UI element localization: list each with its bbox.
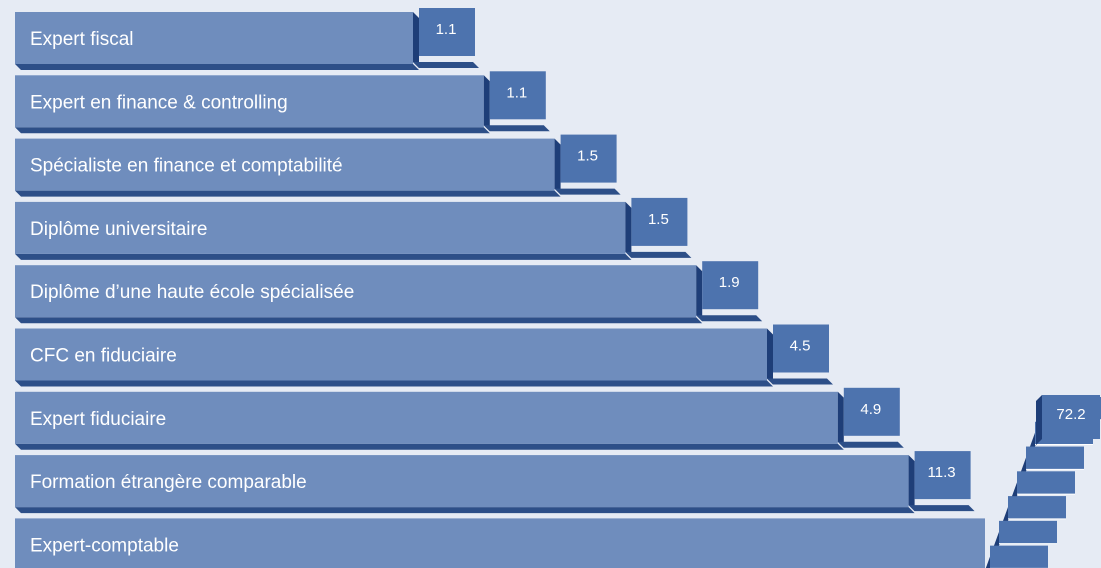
bar-bottom-face [15, 127, 490, 134]
bar-category-label: CFC en fiduciaire [30, 346, 177, 367]
value-box [489, 71, 546, 120]
value-box-bottom [413, 62, 479, 68]
value-box [560, 134, 617, 183]
value-label: 11.3 [928, 464, 956, 481]
bar [15, 138, 555, 191]
bar-category-label: Expert fiduciaire [30, 409, 166, 430]
value-box-side [767, 328, 773, 385]
bar-bottom-face [15, 253, 632, 260]
bar [15, 391, 838, 444]
value-label: 1.1 [506, 84, 527, 101]
value-box-bottom [625, 251, 692, 258]
value-box-bottom [483, 125, 550, 132]
bar-category-label: Expert fiscal [30, 29, 133, 50]
value-box-side [413, 12, 419, 68]
bar [15, 12, 413, 64]
bar-category-label: Diplôme universitaire [30, 219, 207, 240]
tower-segment [1026, 446, 1084, 470]
bar [15, 518, 985, 568]
value-label: 72.2 [1056, 406, 1085, 423]
value-box-side [554, 138, 561, 195]
value-box [1042, 395, 1100, 439]
value-box-side [908, 455, 915, 512]
bar [15, 201, 626, 254]
value-box [631, 197, 688, 246]
value-box [914, 451, 971, 500]
value-box-side [625, 201, 632, 258]
value-box-side [1036, 395, 1042, 445]
tower-segment [1008, 496, 1066, 519]
bar [15, 455, 909, 508]
value-label: 4.9 [860, 401, 881, 418]
value-box-side [837, 391, 844, 448]
value-box [773, 324, 829, 373]
value-box-bottom [554, 188, 621, 195]
value-box-bottom [837, 441, 904, 448]
bar-category-label: Formation étrangère comparable [30, 472, 307, 493]
bar-bottom-face [15, 380, 773, 387]
value-label: 1.5 [577, 148, 598, 165]
value-label: 1.9 [719, 274, 740, 291]
value-box-bottom [696, 315, 763, 322]
bar [15, 265, 697, 318]
value-box [702, 261, 759, 310]
bar-bottom-face [15, 64, 419, 70]
tower-segment [990, 545, 1048, 568]
bar-category-label: Expert-comptable [30, 535, 179, 556]
tower-segment [1017, 471, 1075, 495]
bar [15, 75, 484, 128]
bar-category-label: Spécialiste en finance et comptabilité [30, 156, 343, 177]
bar-category-label: Diplôme d’une haute école spécialisée [30, 282, 354, 303]
tower-segment [999, 520, 1057, 544]
bar-bottom-face [15, 317, 703, 324]
bar [15, 328, 767, 381]
value-box-bottom [767, 378, 833, 385]
bar-category-label: Expert en finance & controlling [30, 92, 288, 113]
bar-bottom-face [15, 507, 915, 514]
value-box-bottom [908, 505, 975, 512]
value-box-side [696, 265, 703, 322]
bars-layer: Expert fiscal 1.1 Expert en finance & cont… [15, 8, 1101, 568]
value-box-side [483, 75, 490, 132]
value-label: 1.1 [436, 21, 457, 38]
bar-bottom-face [15, 443, 844, 450]
value-box [843, 387, 900, 436]
bar-bottom-face [15, 190, 561, 197]
value-label: 4.5 [790, 338, 811, 355]
value-box [419, 8, 475, 56]
value-label: 1.5 [648, 211, 669, 228]
